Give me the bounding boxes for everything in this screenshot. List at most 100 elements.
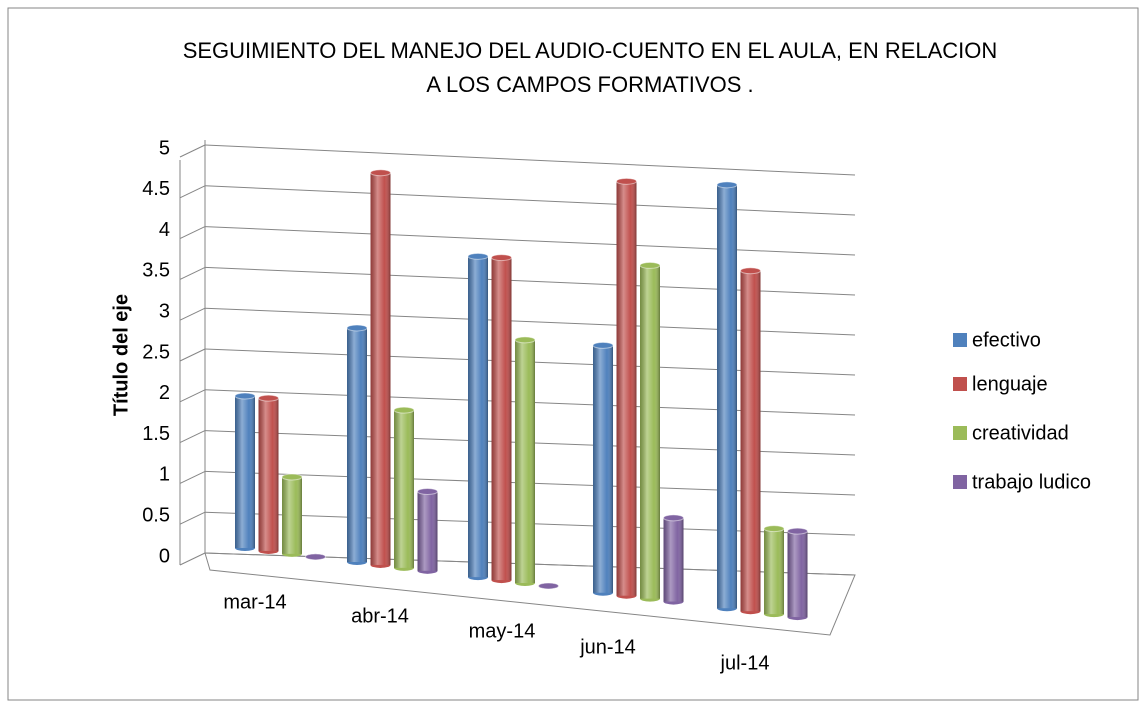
cylinder: [370, 169, 391, 568]
y-tick-label: 1.5: [142, 423, 170, 445]
cylinder-top: [370, 169, 391, 177]
y-tick-label: 2: [159, 382, 170, 404]
x-tick-label: may-14: [469, 620, 536, 642]
cylinder: [258, 394, 279, 554]
y-tick-label: 0.5: [142, 504, 170, 526]
grid-line: [179, 389, 206, 403]
bar-shade: [282, 477, 302, 554]
cylinder-top: [740, 267, 761, 275]
grid-line: [179, 185, 206, 199]
cylinder-top: [592, 341, 614, 349]
bar-shade: [468, 256, 488, 578]
cylinder-top: [417, 488, 438, 496]
chart-title: SEGUIMIENTO DEL MANEJO DEL AUDIO-CUENTO …: [183, 38, 998, 63]
y-tick-label: 4.5: [142, 178, 170, 200]
cylinder: [346, 324, 368, 565]
grid-line: [179, 307, 206, 321]
y-axis-title: Título del eje: [110, 294, 132, 416]
bar-shade: [616, 181, 637, 596]
legend-swatch: [953, 333, 967, 347]
y-tick-label: 1: [159, 464, 170, 486]
cylinder-top: [467, 252, 489, 260]
cylinder-top: [639, 261, 661, 269]
cylinder: [663, 514, 684, 605]
grid-line: [179, 552, 206, 566]
cylinder-top: [393, 406, 415, 414]
bar-shade: [235, 396, 255, 548]
legend-label: lenguaje: [972, 373, 1048, 395]
cylinder-top: [491, 254, 512, 262]
bar-shade: [491, 257, 512, 581]
legend-label: efectivo: [972, 329, 1041, 351]
bar-shade: [663, 517, 684, 602]
grid-line: [179, 348, 206, 362]
grid-line: [179, 266, 206, 280]
legend-swatch: [953, 475, 967, 489]
cylinder: [393, 406, 415, 571]
cylinder: [417, 488, 438, 574]
cylinder-top: [716, 181, 738, 189]
bar-shade: [764, 528, 784, 615]
y-tick-label: 2.5: [142, 341, 170, 363]
bar-shade: [717, 184, 737, 609]
cylinder: [305, 553, 326, 561]
bar-shade: [740, 270, 761, 612]
bar-shade: [370, 172, 391, 565]
x-tick-label: jun-14: [579, 636, 636, 658]
y-tick-label: 5: [159, 137, 170, 159]
x-tick-label: mar-14: [223, 591, 286, 613]
cylinder-top: [234, 392, 256, 400]
cylinder-top: [616, 177, 637, 185]
cylinder: [740, 267, 761, 615]
grid-line: [204, 185, 856, 216]
chart-title: A LOS CAMPOS FORMATIVOS .: [426, 72, 753, 97]
cylinder: [234, 392, 256, 551]
grid-line: [179, 144, 206, 158]
bar-shade: [593, 345, 613, 593]
bar-shade: [640, 265, 660, 599]
bar-shade: [787, 531, 808, 618]
y-tick-label: 3.5: [142, 260, 170, 282]
cylinder: [639, 261, 661, 602]
cylinder-top: [281, 473, 303, 481]
x-tick-label: abr-14: [351, 605, 409, 627]
cylinder: [491, 254, 512, 584]
cylinder: [538, 582, 559, 590]
bar-shade: [394, 410, 414, 568]
bar-shade: [417, 491, 438, 571]
bar-shade: [515, 339, 535, 583]
legend-swatch: [953, 377, 967, 391]
grid-line: [179, 226, 206, 240]
y-tick-label: 3: [159, 300, 170, 322]
legend-swatch: [953, 426, 967, 440]
cylinder-top: [538, 582, 559, 590]
x-tick-label: jul-14: [720, 652, 770, 674]
legend-label: creatividad: [972, 422, 1069, 444]
cylinder-top: [663, 514, 684, 522]
grid-line: [179, 430, 206, 444]
cylinder-top: [346, 324, 368, 332]
bar-shade: [347, 327, 367, 562]
grid-line: [204, 144, 856, 176]
cylinder-top: [763, 525, 785, 533]
bar-shade: [258, 398, 279, 551]
cylinder: [616, 177, 637, 599]
grid-line: [179, 470, 206, 484]
cylinder-top: [305, 553, 326, 561]
y-tick-label: 4: [159, 219, 170, 241]
y-tick-label: 0: [159, 545, 170, 567]
cylinder: [716, 181, 738, 612]
cylinder-top: [787, 527, 808, 535]
grid-line: [204, 226, 856, 256]
cylinder: [763, 525, 785, 618]
legend-label: trabajo ludico: [972, 471, 1091, 493]
cylinder: [514, 336, 536, 586]
cylinder: [592, 341, 614, 596]
grid-line: [179, 511, 206, 525]
cylinder: [281, 473, 303, 557]
cylinder-top: [514, 336, 536, 344]
cylinder: [467, 252, 489, 581]
cylinder: [787, 527, 808, 621]
cylinder-top: [258, 394, 279, 402]
